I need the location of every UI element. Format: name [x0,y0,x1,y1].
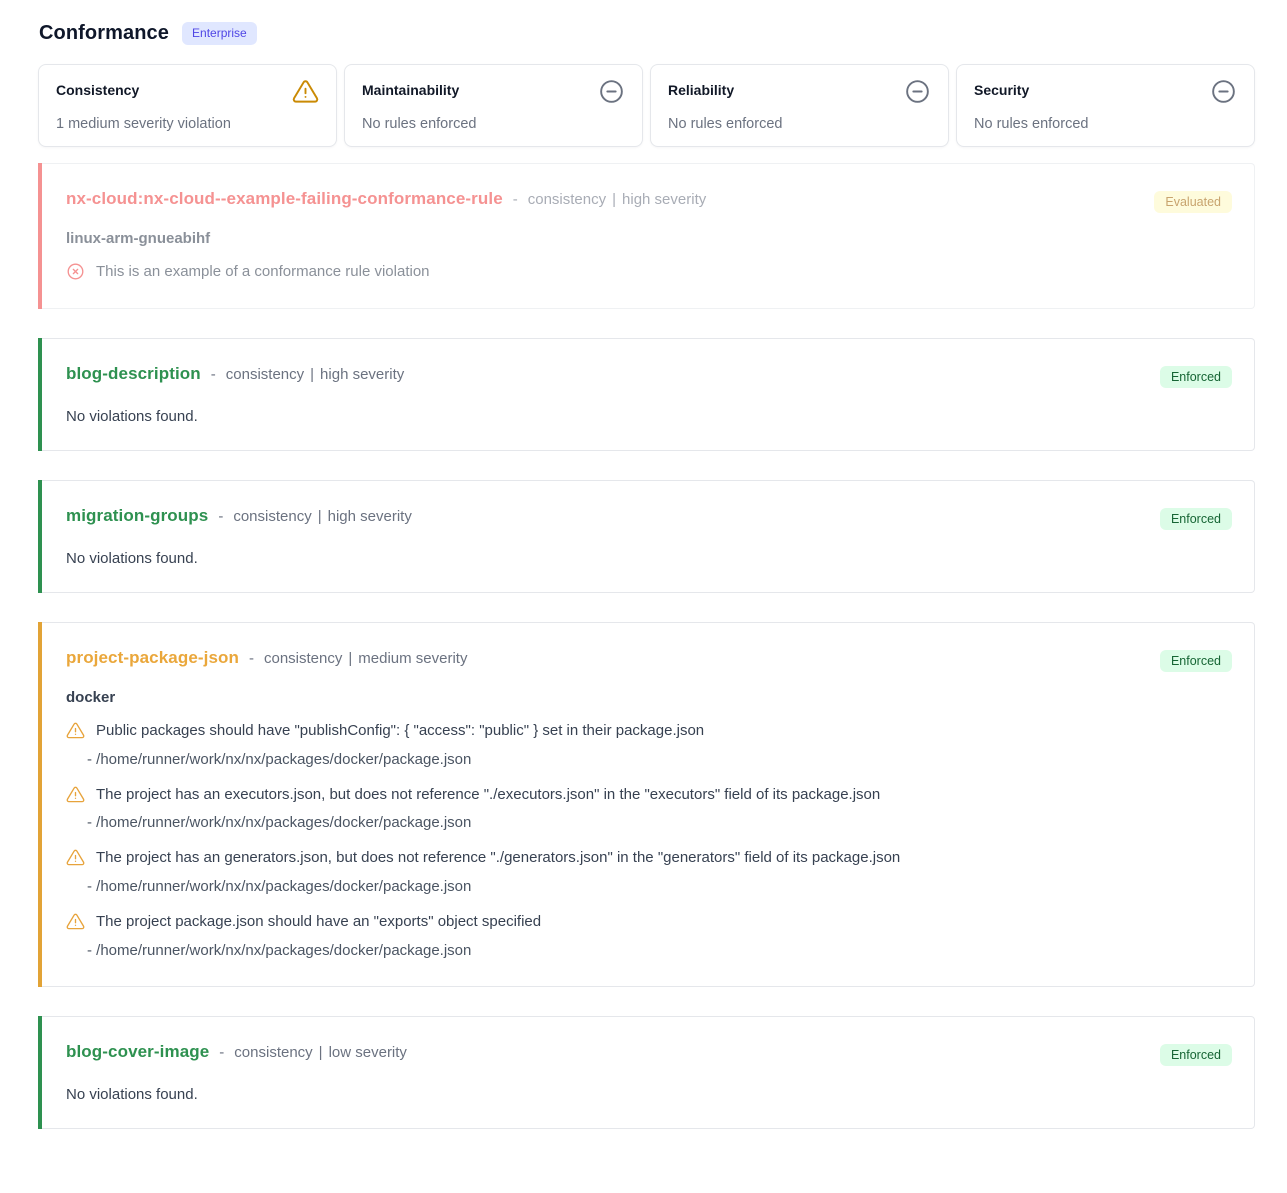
rule-meta-separator: - [249,649,254,667]
summary-card-title: Maintainability [362,82,460,98]
rule-meta-separator: - [218,507,224,525]
violation-message: The project has an executors.json, but d… [96,785,881,803]
rule-status-badge: Enforced [1159,649,1232,672]
rule-status-badge: Evaluated [1154,191,1232,213]
violation-path: - /home/runner/work/nx/nx/packages/docke… [87,878,472,895]
violation-item: This is an example of a conformance rule… [66,261,1232,283]
violation-path: - /home/runner/work/nx/nx/packages/docke… [87,750,472,768]
rule-card-blog-cover-image: blog-cover-image - consistency | low severit… [38,1015,1255,1129]
summary-card-row: Consistency 1 medium severity violation Ma… [38,64,1255,147]
rule-severity: high severity [327,507,412,525]
rule-name[interactable]: migration-groups [66,505,209,525]
summary-card-status: No rules enforced [668,116,783,132]
summary-card-consistency: Consistency 1 medium severity violation [38,64,337,147]
rule-category: consistency [233,507,312,525]
rule-severity: high severity [320,365,405,383]
rule-meta-pipe: | [348,649,353,667]
violation-item: The project has an executors.json, but d… [66,784,1232,806]
rules-list: nx-cloud:nx-cloud--example-failing-confo… [38,163,1255,1129]
rule-meta: consistency | low severity [234,1044,407,1061]
violation-item: The project has an generators.json, but … [66,847,1232,869]
rule-meta-pipe: | [612,191,617,208]
violation-item: Public packages should have "publishConf… [66,720,1232,742]
summary-card-status: No rules enforced [362,116,477,132]
minus-circle-icon [598,78,625,105]
rule-meta-pipe: | [310,365,315,383]
violation-message: Public packages should have "publishConf… [96,721,705,739]
page-header: Conformance Enterprise [38,22,1255,45]
rule-name[interactable]: blog-description [66,363,201,383]
page-title: Conformance [39,22,170,44]
violation-message: This is an example of a conformance rule… [96,263,430,280]
rule-name[interactable]: nx-cloud:nx-cloud--example-failing-confo… [66,189,503,208]
rule-meta-pipe: | [318,1043,323,1061]
rule-meta-pipe: | [317,507,322,525]
violation-path: - /home/runner/work/nx/nx/packages/docke… [87,941,472,959]
project-name: docker [66,688,116,706]
summary-card-status: No rules enforced [974,116,1089,132]
rule-meta-separator: - [512,191,518,208]
summary-card-security: Security No rules enforced [956,64,1255,147]
rule-severity: high severity [622,191,707,208]
rule-meta: consistency | high severity [226,366,405,383]
rule-category: consistency [234,1043,313,1061]
warning-triangle-icon [66,848,85,867]
rule-status-badge: Enforced [1159,507,1232,530]
rule-card-migration-groups: migration-groups - consistency | high severi… [38,479,1255,593]
summary-card-maintainability: Maintainability No rules enforced [344,64,643,147]
minus-circle-icon [1210,78,1237,105]
violation-item: The project package.json should have an … [66,911,1232,933]
rule-status-badge: Enforced [1159,365,1232,388]
summary-card-title: Security [974,82,1030,98]
rule-meta: consistency | high severity [528,191,707,208]
rule-card-project-package-json: project-package-json - consistency | medium … [38,621,1255,987]
rule-meta-separator: - [210,365,216,383]
no-violations-text: No violations found. [66,549,198,567]
summary-card-status: 1 medium severity violation [56,116,231,132]
violation-message: The project has an generators.json, but … [96,849,901,867]
warning-triangle-icon [292,78,319,105]
rule-category: consistency [527,191,607,208]
violation-path: - /home/runner/work/nx/nx/packages/docke… [87,814,472,832]
rule-card-blog-description: blog-description - consistency | high severi… [38,337,1255,451]
x-circle-icon [66,262,85,281]
warning-triangle-icon [66,912,85,931]
warning-triangle-icon [66,721,85,740]
summary-card-title: Consistency [56,82,140,98]
enterprise-badge: Enterprise [182,22,257,45]
rule-meta: consistency | high severity [233,508,412,525]
rule-severity: medium severity [358,649,468,667]
rule-meta: consistency | medium severity [264,650,467,667]
minus-circle-icon [904,78,931,105]
violation-message: The project package.json should have an … [96,913,542,930]
summary-card-title: Reliability [668,82,735,98]
rule-category: consistency [225,365,305,383]
rule-status-badge: Enforced [1159,1043,1232,1066]
conformance-page: Conformance Enterprise Consistency 1 medi… [38,22,1255,1129]
rule-name[interactable]: blog-cover-image [66,1041,210,1061]
project-name: linux-arm-gnueabihf [66,230,211,247]
summary-card-reliability: Reliability No rules enforced [650,64,949,147]
rule-card-nx-cloud-nx-cloud--example-failing-conformance-rule: nx-cloud:nx-cloud--example-failing-confo… [38,163,1255,309]
rule-severity: low severity [328,1043,407,1061]
warning-triangle-icon [66,785,85,804]
rule-name[interactable]: project-package-json [66,647,239,667]
rule-meta-separator: - [219,1043,225,1061]
no-violations-text: No violations found. [66,1085,198,1103]
rule-category: consistency [264,649,343,667]
no-violations-text: No violations found. [66,407,198,425]
